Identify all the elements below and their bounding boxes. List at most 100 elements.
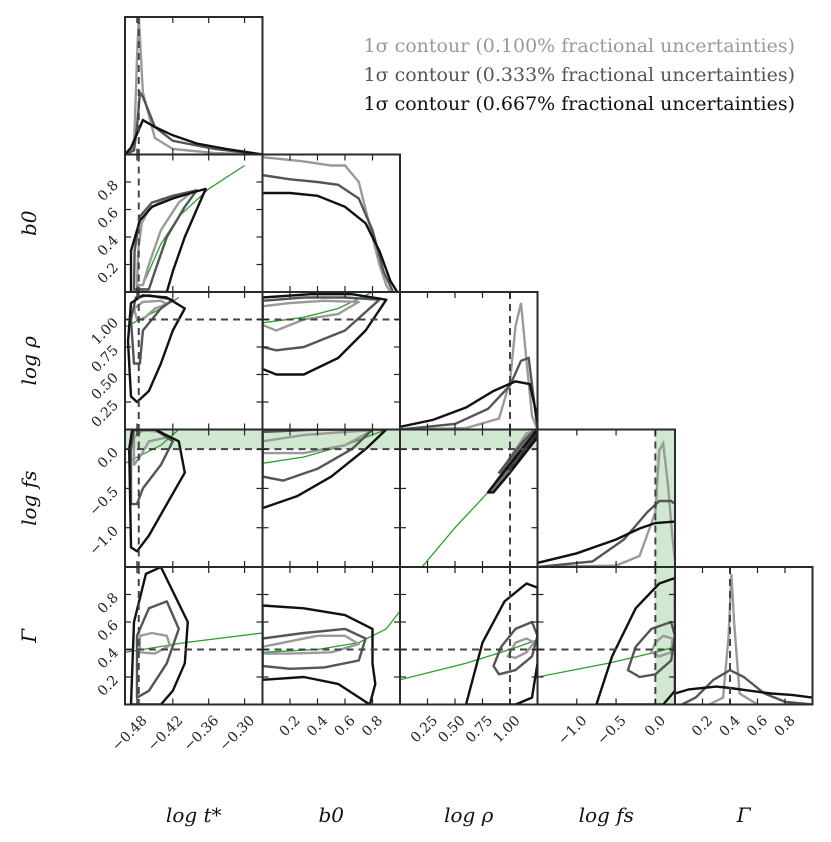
marginal-mid xyxy=(262,173,395,292)
marginal-mid xyxy=(400,356,538,430)
x-tick-label: 0.2 xyxy=(689,713,716,740)
contour-dark xyxy=(464,582,538,705)
legend-entry-0: 1σ contour (0.100% fractional uncertaint… xyxy=(364,35,796,57)
panel-frame xyxy=(261,428,401,568)
degeneracy-curve xyxy=(125,632,263,653)
contour-mid xyxy=(262,627,367,670)
marginal-dark xyxy=(537,520,675,565)
y-tick-label: −0.5 xyxy=(86,484,121,519)
panel-logt-vs-gamma xyxy=(124,566,264,706)
x-tick-label: 0.2 xyxy=(277,713,304,740)
panel-frame xyxy=(399,566,539,706)
degeneracy-curve xyxy=(262,610,400,653)
contour-light xyxy=(262,634,360,655)
x-tick-label: 0.50 xyxy=(435,713,468,746)
x-tick-label: 0.0 xyxy=(642,713,669,740)
panel-frame xyxy=(674,566,814,706)
panel-logt-vs-logfs xyxy=(124,428,264,568)
x-tick-label: −0.5 xyxy=(594,713,629,748)
marginal-light xyxy=(708,573,813,705)
x-axis-label-logt: log t* xyxy=(166,803,222,827)
contour-light xyxy=(262,429,374,455)
y-axis-label-logfs: log fs xyxy=(17,471,41,526)
y-tick-label: 0.75 xyxy=(88,343,121,376)
contour-dark xyxy=(129,187,207,292)
y-tick-label: 1.00 xyxy=(88,315,121,348)
x-tick-label: −0.36 xyxy=(181,713,223,755)
contour-dark xyxy=(595,576,675,705)
y-axis-label-b0: b0 xyxy=(17,210,41,236)
x-tick-label: 0.4 xyxy=(304,713,331,740)
contour-light xyxy=(132,299,168,321)
x-tick-label: 0.4 xyxy=(717,713,744,740)
y-tick-label: 0.4 xyxy=(95,645,122,672)
x-tick-label: 1.00 xyxy=(490,713,523,746)
contour-mid xyxy=(262,429,374,482)
x-tick-label: −1.0 xyxy=(555,713,590,748)
contour-mid xyxy=(492,620,538,676)
contour-light xyxy=(262,299,360,332)
marginal-mid xyxy=(681,668,813,705)
shaded-region xyxy=(125,429,263,450)
y-tick-label: 0.0 xyxy=(95,445,122,472)
contour-mid xyxy=(129,294,174,365)
contour-mid xyxy=(262,296,381,352)
y-tick-label: 0.8 xyxy=(95,178,122,205)
contour-dark xyxy=(262,293,388,376)
panel-b0-marginal xyxy=(261,153,401,293)
panel-frame xyxy=(124,153,264,293)
contour-dark xyxy=(486,429,538,494)
x-axis-label-logfs: log fs xyxy=(579,803,634,827)
marginal-dark xyxy=(262,191,399,292)
panel-logrho-marginal xyxy=(399,291,539,431)
x-tick-label: −0.48 xyxy=(109,713,151,755)
shaded-region xyxy=(400,429,538,450)
panel-b0-vs-logrho xyxy=(261,291,401,431)
x-axis-label-gamma: Γ xyxy=(736,803,752,827)
marginal-dark xyxy=(125,118,263,155)
panel-frame xyxy=(124,291,264,431)
x-tick-label: 0.6 xyxy=(332,713,359,740)
y-tick-label: 0.8 xyxy=(95,590,122,617)
contour-light xyxy=(138,631,171,655)
y-tick-label: 0.4 xyxy=(95,232,122,259)
contour-dark xyxy=(127,429,186,553)
y-tick-label: 0.6 xyxy=(95,617,122,644)
panel-logfs-marginal xyxy=(536,428,676,568)
panel-logt-marginal xyxy=(124,16,264,156)
panel-logrho-vs-gamma xyxy=(399,566,539,706)
panel-logfs-vs-gamma xyxy=(536,566,676,706)
x-tick-label: 0.8 xyxy=(772,713,799,740)
degeneracy-curve xyxy=(142,164,245,286)
panel-frame xyxy=(124,428,264,568)
x-tick-label: 0.8 xyxy=(359,713,386,740)
marginal-light xyxy=(125,17,263,155)
contour-mid xyxy=(626,620,675,679)
panel-frame xyxy=(399,291,539,431)
contour-mid xyxy=(129,429,174,506)
x-tick-label: 0.75 xyxy=(463,713,496,746)
panel-logt-vs-logrho xyxy=(124,291,264,431)
panel-frame xyxy=(261,153,401,293)
y-tick-label: 0.2 xyxy=(95,673,122,700)
y-tick-label: 0.50 xyxy=(88,370,121,403)
y-tick-label: −1.0 xyxy=(86,523,121,558)
degeneracy-curve xyxy=(400,639,538,681)
contour-dark xyxy=(262,429,388,510)
legend-entry-2: 1σ contour (0.667% fractional uncertaint… xyxy=(364,93,796,115)
degeneracy-curve xyxy=(262,292,373,324)
x-tick-label: 0.6 xyxy=(744,713,771,740)
panel-gamma-marginal xyxy=(674,566,814,706)
y-tick-label: 0.25 xyxy=(88,398,121,431)
panel-logrho-vs-logfs xyxy=(399,428,539,568)
marginal-mid xyxy=(125,89,263,155)
y-tick-label: 0.2 xyxy=(95,260,122,287)
marginal-light xyxy=(400,302,538,430)
contour-dark xyxy=(126,294,186,404)
panel-b0-vs-gamma xyxy=(261,566,401,706)
marginal-mid xyxy=(537,499,675,567)
marginal-dark xyxy=(400,380,538,428)
panel-frame xyxy=(124,16,264,156)
x-axis-label-logrho: log ρ xyxy=(444,803,494,827)
